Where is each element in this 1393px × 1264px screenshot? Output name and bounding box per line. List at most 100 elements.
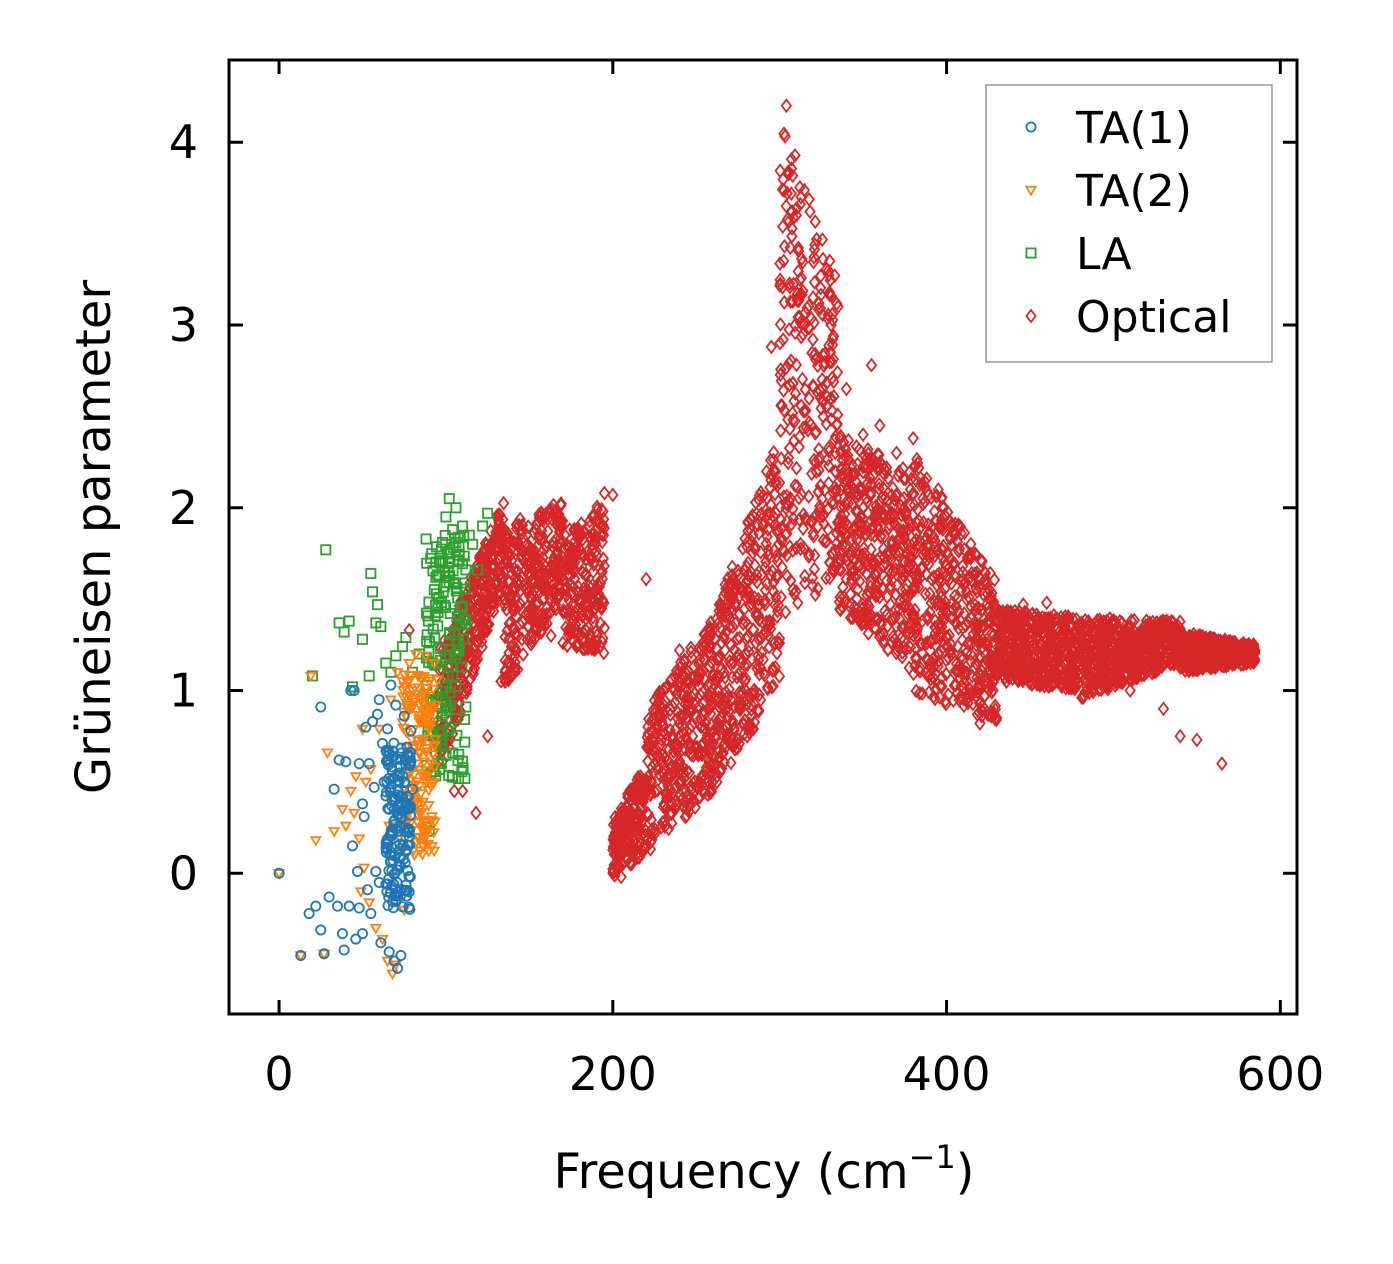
optical-marker	[803, 546, 816, 562]
optical-marker	[739, 614, 752, 630]
optical-marker	[1101, 613, 1113, 629]
ta1-point	[318, 948, 330, 960]
optical-marker	[669, 779, 682, 795]
optical-marker	[814, 268, 827, 284]
optical-marker	[958, 675, 970, 690]
optical-point	[703, 701, 716, 717]
ta2-marker	[412, 741, 425, 752]
ta2-point	[406, 686, 419, 697]
optical-point	[907, 430, 919, 446]
optical-marker	[597, 630, 609, 646]
optical-marker	[503, 574, 516, 590]
ta1-marker	[403, 871, 415, 883]
optical-marker	[624, 784, 636, 800]
optical-marker	[822, 475, 835, 491]
optical-marker	[926, 519, 938, 535]
optical-marker	[934, 596, 946, 612]
optical-marker	[819, 534, 832, 550]
optical-marker	[992, 615, 1005, 631]
optical-marker	[742, 720, 754, 735]
optical-marker	[792, 595, 804, 611]
optical-marker	[530, 517, 542, 533]
optical-point	[1007, 619, 1020, 635]
optical-marker	[866, 520, 878, 536]
optical-marker	[966, 668, 978, 684]
optical-marker	[965, 536, 977, 552]
optical-marker	[1004, 606, 1016, 622]
optical-marker	[716, 746, 728, 762]
la-marker	[421, 607, 433, 619]
optical-marker	[789, 386, 802, 402]
optical-marker	[1110, 667, 1123, 683]
optical-marker	[534, 532, 547, 547]
optical-marker	[515, 542, 528, 558]
optical-marker	[560, 620, 572, 635]
optical-marker	[1115, 623, 1127, 639]
optical-marker	[1234, 647, 1247, 663]
optical-marker	[677, 708, 690, 724]
optical-marker	[631, 772, 643, 788]
la-marker	[430, 599, 442, 611]
optical-marker	[697, 685, 709, 700]
optical-marker	[733, 699, 746, 715]
optical-marker	[957, 620, 969, 636]
optical-marker	[984, 662, 996, 678]
optical-marker	[773, 631, 786, 646]
optical-marker	[974, 648, 986, 664]
optical-marker	[1067, 611, 1079, 627]
optical-marker	[506, 665, 519, 681]
optical-marker	[678, 770, 690, 786]
optical-marker	[587, 577, 599, 593]
ta2-point	[336, 805, 349, 816]
ta2-point	[321, 748, 334, 760]
optical-marker	[793, 490, 805, 506]
optical-marker	[517, 647, 529, 662]
optical-marker	[1010, 635, 1022, 651]
optical-point	[1244, 641, 1257, 656]
optical-marker	[931, 578, 944, 594]
optical-marker	[881, 544, 894, 560]
optical-marker	[933, 566, 945, 582]
optical-marker	[871, 446, 884, 462]
optical-marker	[670, 686, 683, 702]
optical-marker	[1139, 626, 1152, 641]
optical-marker	[553, 506, 565, 522]
optical-marker	[521, 632, 534, 648]
optical-marker	[657, 683, 670, 698]
optical-marker	[579, 596, 591, 611]
optical-marker	[1023, 652, 1036, 668]
optical-marker	[945, 575, 958, 591]
la-marker	[420, 533, 432, 545]
ta2-point	[364, 764, 378, 776]
optical-marker	[1089, 671, 1102, 687]
optical-marker	[533, 576, 545, 592]
optical-marker	[742, 567, 754, 583]
la-marker	[456, 661, 468, 673]
optical-marker	[562, 539, 575, 555]
optical-marker	[958, 606, 970, 621]
optical-marker	[1187, 647, 1200, 663]
ta2-marker	[416, 690, 430, 702]
optical-marker	[752, 631, 765, 647]
optical-point	[824, 253, 836, 269]
optical-marker	[655, 819, 668, 835]
optical-marker	[566, 562, 579, 578]
la-point	[400, 632, 412, 644]
ta2-marker	[422, 801, 435, 812]
optical-marker	[758, 593, 771, 609]
ta2-point	[384, 695, 398, 707]
optical-marker	[762, 522, 774, 538]
optical-marker	[547, 558, 559, 574]
optical-marker	[881, 589, 893, 605]
optical-marker	[921, 567, 933, 583]
optical-marker	[832, 299, 844, 315]
optical-marker	[659, 819, 671, 835]
optical-marker	[680, 705, 692, 721]
optical-point	[840, 381, 853, 397]
la-point	[443, 493, 455, 505]
optical-marker	[501, 525, 514, 541]
optical-point	[660, 801, 672, 817]
optical-marker	[773, 475, 786, 491]
ta1-marker	[397, 770, 409, 782]
optical-marker	[988, 572, 1001, 588]
